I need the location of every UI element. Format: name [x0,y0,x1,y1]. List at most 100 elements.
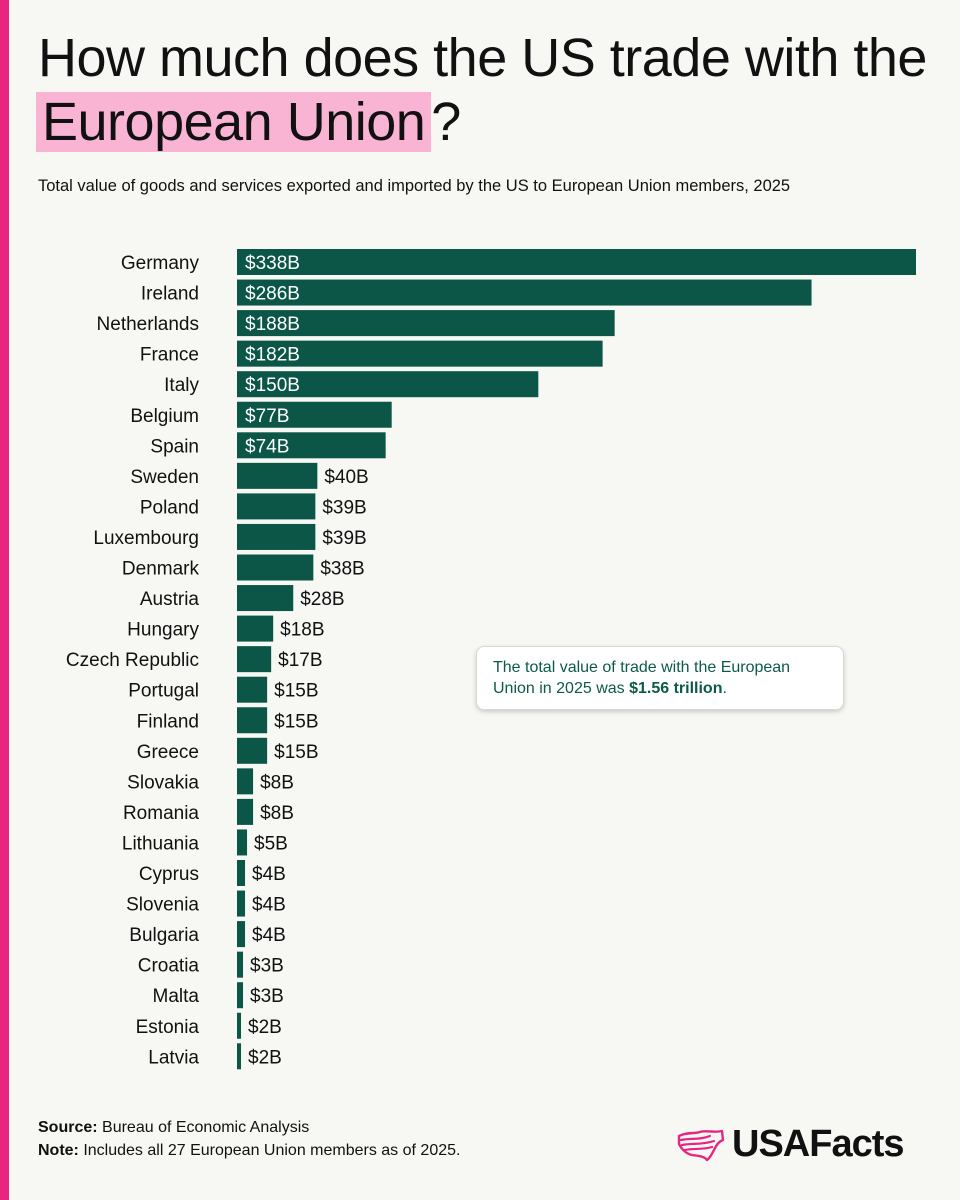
bar [237,462,318,489]
bar [237,523,316,550]
title-text: How much does the US trade with the [38,28,927,88]
callout-total: $1.56 trillion [629,680,723,697]
bar [237,371,539,398]
value-label: $4B [252,864,286,885]
bar [237,279,812,306]
value-label: $188B [245,314,300,335]
value-label: $40B [324,467,368,488]
value-label: $338B [245,253,300,274]
value-label: $39B [322,497,366,518]
category-label: Netherlands [97,314,199,335]
category-label: Cyprus [139,864,199,885]
bar [237,249,916,275]
category-label: Croatia [138,956,200,977]
bar [237,951,244,978]
category-label: Spain [150,436,199,457]
logo-text: USAFacts [732,1123,904,1165]
category-label: Belgium [130,406,199,427]
category-label: Slovakia [127,772,199,793]
category-label: Finland [137,711,199,732]
category-label: Czech Republic [66,650,199,671]
bar [237,615,274,642]
callout-text: The total value of trade with the Europe… [493,659,791,697]
category-label: Greece [137,742,199,763]
category-label: Bulgaria [129,925,199,946]
page-title: How much does the US trade with the Euro… [36,26,938,154]
bar [237,982,244,1009]
bar-chart: Germany $338B Ireland $286B Netherlands $188B… [66,249,916,1070]
callout-end: . [722,680,727,697]
bar [237,646,272,673]
category-label: Portugal [128,681,199,702]
bar [237,340,603,367]
bar [237,676,268,703]
bar [237,1043,242,1070]
value-label: $39B [322,528,366,549]
category-label: Poland [140,497,199,518]
category-label: Sweden [130,467,199,488]
bar [237,737,268,764]
bar [237,860,246,886]
category-label: Denmark [122,559,200,580]
bar [237,829,248,856]
value-label: $2B [248,1047,282,1068]
value-label: $74B [245,436,289,457]
source-text: Bureau of Economic Analysis [97,1119,310,1136]
value-label: $286B [245,284,300,305]
category-label: Slovenia [126,895,199,916]
value-label: $3B [250,956,284,977]
value-label: $182B [245,345,300,366]
category-label: Ireland [141,284,199,305]
total-callout: The total value of trade with the Europe… [476,646,844,710]
value-label: $3B [250,986,284,1007]
note-label: Note: [38,1142,79,1159]
note-line: Note: Includes all 27 European Union mem… [38,1139,658,1162]
usa-map-icon [677,1129,725,1162]
value-label: $8B [260,772,294,793]
category-label: Germany [121,253,200,274]
category-label: Hungary [127,620,199,641]
category-label: Latvia [148,1047,199,1068]
bar [237,890,246,917]
value-label: $5B [254,833,288,854]
value-label: $17B [278,650,322,671]
bar [237,1012,242,1039]
usafacts-logo: USAFacts [676,1122,936,1166]
value-label: $15B [274,711,318,732]
category-label: Romania [123,803,199,824]
chart-subtitle: Total value of goods and services export… [38,177,791,195]
bar [237,768,254,795]
category-label: Italy [164,375,199,396]
source-line: Source: Bureau of Economic Analysis [38,1116,658,1139]
bar [237,585,294,612]
category-label: Estonia [136,1017,200,1038]
value-label: $28B [300,589,344,610]
value-label: $77B [245,406,289,427]
footer: Source: Bureau of Economic Analysis Note… [38,1116,658,1162]
note-text: Includes all 27 European Union members a… [78,1142,461,1159]
bar [237,310,615,337]
value-label: $150B [245,375,300,396]
value-label: $4B [252,925,286,946]
source-label: Source: [38,1119,98,1136]
value-label: $18B [280,620,324,641]
bar [237,554,314,581]
accent-stripe [0,0,9,1200]
title-end: ? [431,92,461,152]
bar [237,401,392,428]
category-label: Lithuania [122,833,200,854]
category-label: France [140,345,199,366]
category-label: Malta [153,986,200,1007]
bar [237,707,268,734]
bar [237,432,386,459]
bar [237,798,254,825]
value-label: $15B [274,742,318,763]
category-label: Austria [140,589,200,610]
value-label: $8B [260,803,294,824]
value-label: $15B [274,681,318,702]
value-label: $2B [248,1017,282,1038]
title-highlight: European Union [36,92,432,152]
value-label: $38B [320,559,364,580]
value-label: $4B [252,895,286,916]
bar [237,493,316,520]
